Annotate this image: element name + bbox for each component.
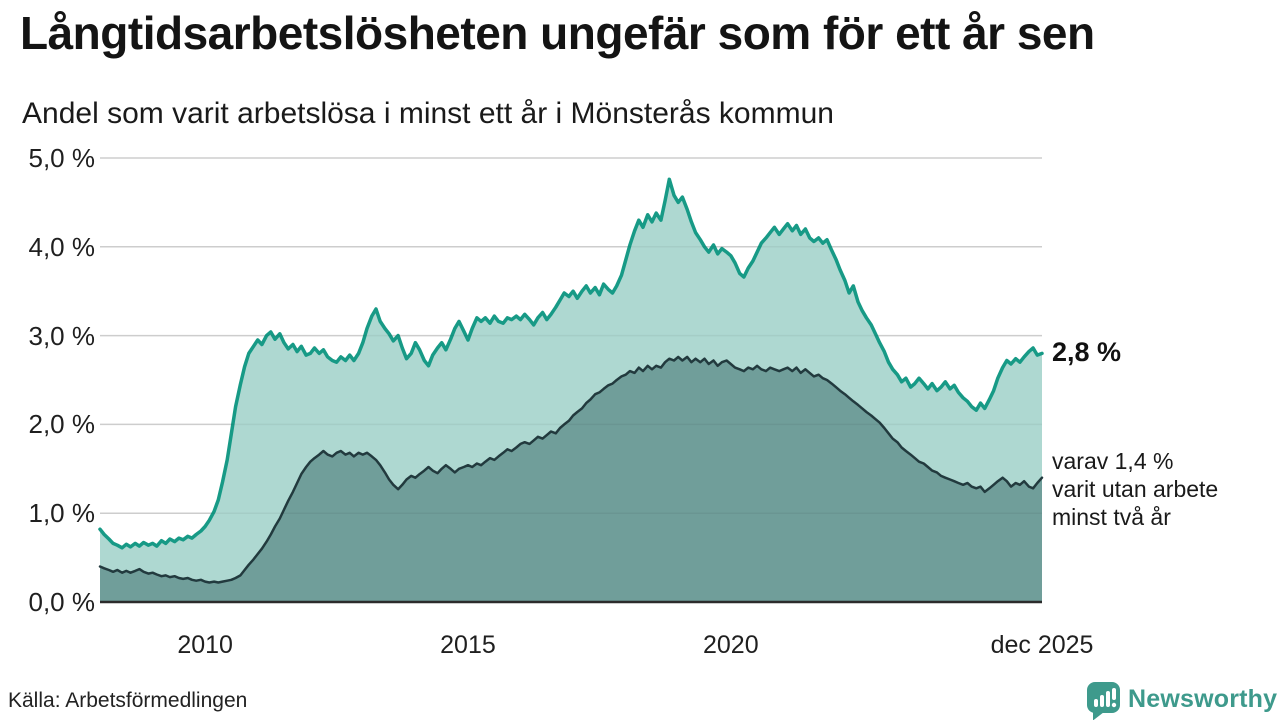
x-tick-label: 2010 bbox=[177, 631, 233, 659]
source-credit: Källa: Arbetsförmedlingen bbox=[8, 689, 248, 712]
newsworthy-bubble-icon bbox=[1087, 682, 1120, 720]
chart-subtitle: Andel som varit arbetslösa i minst ett å… bbox=[22, 97, 834, 130]
x-tick-label: 2015 bbox=[440, 631, 496, 659]
x-tick-label: 2020 bbox=[702, 631, 759, 659]
newsworthy-logo: Newsworthy bbox=[1086, 681, 1277, 720]
page-title: Långtidsarbetslösheten ungefär som för e… bbox=[20, 7, 1095, 59]
series-line-1 bbox=[98, 177, 1044, 550]
note-line-3: minst två år bbox=[1052, 504, 1171, 530]
y-tick-label: 5,0 % bbox=[28, 143, 96, 173]
note-line-1: varav 1,4 % bbox=[1052, 448, 1174, 474]
series-layer bbox=[98, 177, 1044, 603]
x-tick-label: dec 2025 bbox=[990, 631, 1094, 659]
y-tick-label: 4,0 % bbox=[28, 231, 96, 262]
y-tick-label: 1,0 % bbox=[28, 498, 96, 529]
gridlines-overlay bbox=[100, 157, 1042, 514]
series-line-2 bbox=[98, 355, 1044, 584]
secondary-series-note: varav 1,4 % varit utan arbete minst två … bbox=[1052, 447, 1218, 531]
latest-value-label: 2,8 % bbox=[1052, 337, 1122, 367]
y-tick-label: 0,0 % bbox=[28, 587, 96, 617]
y-tick-label: 2,0 % bbox=[28, 409, 96, 440]
newsworthy-wordmark: Newsworthy bbox=[1128, 685, 1278, 713]
series-area-2 bbox=[100, 356, 1042, 602]
y-tick-label: 3,0 % bbox=[28, 320, 96, 351]
note-line-2: varit utan arbete bbox=[1052, 476, 1219, 502]
